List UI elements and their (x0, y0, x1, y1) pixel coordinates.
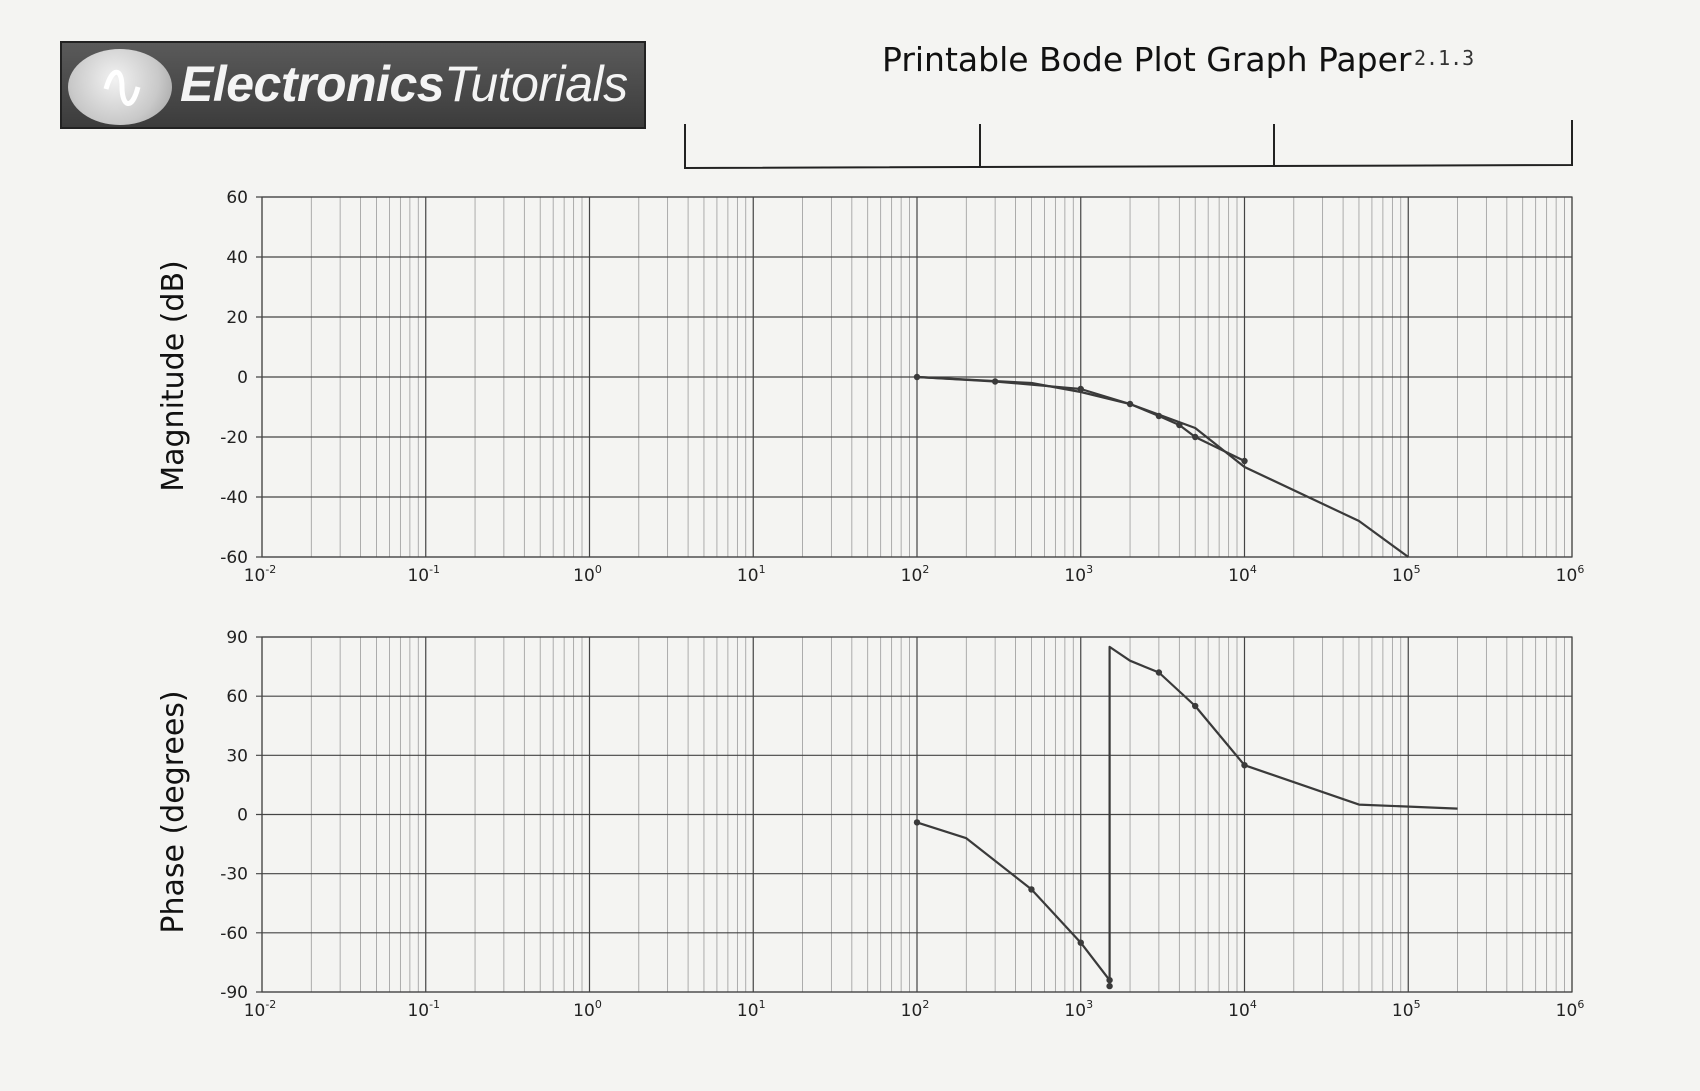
x-tick-label: 105 (1392, 998, 1421, 1021)
response-curve (916, 645, 1458, 982)
header-bracket (684, 120, 1573, 170)
y-tick-label: -40 (220, 488, 248, 508)
data-point (1241, 761, 1248, 769)
data-point (1192, 433, 1199, 441)
data-point (1077, 939, 1084, 946)
x-tick-label: 100 (573, 998, 602, 1021)
x-tick-label: 101 (737, 998, 766, 1021)
phase-grid (256, 636, 1573, 993)
y-tick-label: 20 (226, 308, 248, 328)
y-tick-label: 60 (226, 188, 248, 208)
y-tick-label: -20 (220, 428, 248, 448)
magnitude-chart: Magnitude (dB) 60 40 20 0 -20 -40 -60 10-2 10-1… (156, 188, 1584, 586)
x-tick-label: 105 (1392, 563, 1421, 586)
sine-wave-icon (68, 49, 172, 125)
x-tick-label: 104 (1228, 998, 1257, 1021)
data-point (1155, 669, 1163, 676)
y-tick-label: -60 (220, 924, 248, 944)
x-tick-label: 10-2 (244, 998, 277, 1021)
data-point (1241, 457, 1248, 465)
x-tick-label: 103 (1064, 563, 1093, 586)
logo-banner: ElectronicsTutorials (60, 41, 646, 129)
y-tick-label: 0 (237, 806, 248, 826)
x-tick-label: 10-2 (244, 563, 277, 586)
x-tick-label: 10-1 (407, 563, 440, 586)
handwritten-note: 2.1.3 (1414, 46, 1475, 70)
plot-frame (261, 196, 1573, 558)
y-tick-label: 40 (226, 248, 248, 268)
y-tick-label: -30 (220, 865, 248, 885)
y-tick-label: 0 (237, 368, 248, 388)
x-tick-label: 106 (1556, 563, 1585, 586)
data-point (913, 819, 921, 826)
magnitude-grid (256, 196, 1573, 558)
page-title: Printable Bode Plot Graph Paper (882, 40, 1412, 79)
x-tick-label: 10-1 (407, 998, 440, 1021)
phase-axis-title: Phase (degrees) (156, 690, 191, 933)
x-tick-label: 103 (1064, 998, 1093, 1021)
logo-text: ElectronicsTutorials (180, 56, 628, 112)
y-tick-label: 60 (226, 687, 248, 707)
x-tick-label: 101 (737, 563, 766, 586)
x-tick-label: 102 (901, 998, 930, 1021)
data-point (1106, 976, 1113, 984)
y-tick-label: 30 (226, 746, 248, 766)
x-tick-label: 102 (901, 563, 930, 586)
data-point (1192, 702, 1199, 710)
x-tick-label: 100 (573, 563, 602, 586)
y-tick-label: -90 (220, 983, 248, 1003)
x-tick-label: 106 (1556, 998, 1585, 1021)
phase-chart: Phase (degrees) 90 60 30 0 -30 -60 -90 10-2 10-… (156, 628, 1584, 1021)
plot-frame (261, 636, 1573, 993)
y-tick-label: -60 (220, 548, 248, 568)
x-tick-label: 104 (1228, 563, 1257, 586)
data-point (1028, 886, 1035, 893)
magnitude-axis-title: Magnitude (dB) (156, 260, 191, 492)
response-curve (916, 375, 1409, 558)
y-tick-label: 90 (226, 628, 248, 648)
data-point (1106, 982, 1113, 990)
